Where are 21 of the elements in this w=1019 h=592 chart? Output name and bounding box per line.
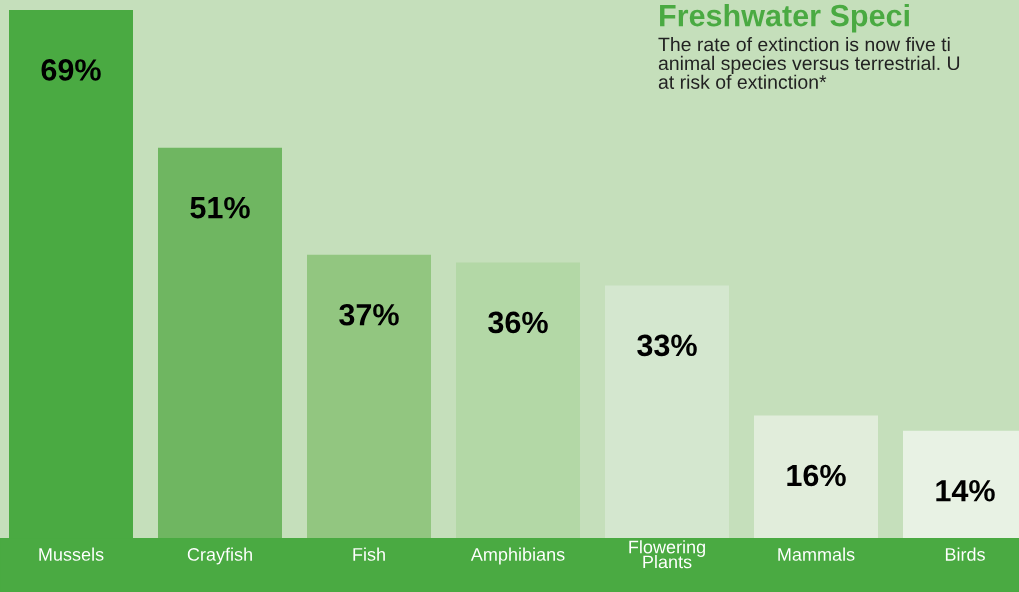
data-label: 16% (787, 464, 846, 487)
bar (605, 285, 729, 538)
data-label: 14% (936, 480, 995, 502)
bar (158, 147, 282, 538)
bar (307, 254, 431, 538)
data-label: 36% (488, 311, 548, 334)
x-tick-label: Crayfish (187, 547, 252, 565)
text: The rate of extinction is now five ti animal species versus terrestrial. U at risk of extinction* (658, 37, 960, 89)
x-tick-label: Amphibians (470, 547, 565, 565)
bar (456, 262, 580, 538)
data-label: 69% (41, 59, 101, 81)
chart-title: Freshwater Speci (660, 4, 909, 33)
data-label: 33% (637, 334, 697, 357)
x-tick-label: Fish (353, 547, 385, 561)
x-tick-label: Flowering Plants (629, 540, 705, 569)
bar (754, 415, 878, 538)
x-tick-label: Mammals (778, 547, 855, 561)
data-label: 51% (190, 196, 250, 219)
data-label: 37% (339, 303, 399, 326)
x-tick-label: Mussels (39, 547, 104, 561)
x-tick-label: Birds (945, 547, 985, 561)
